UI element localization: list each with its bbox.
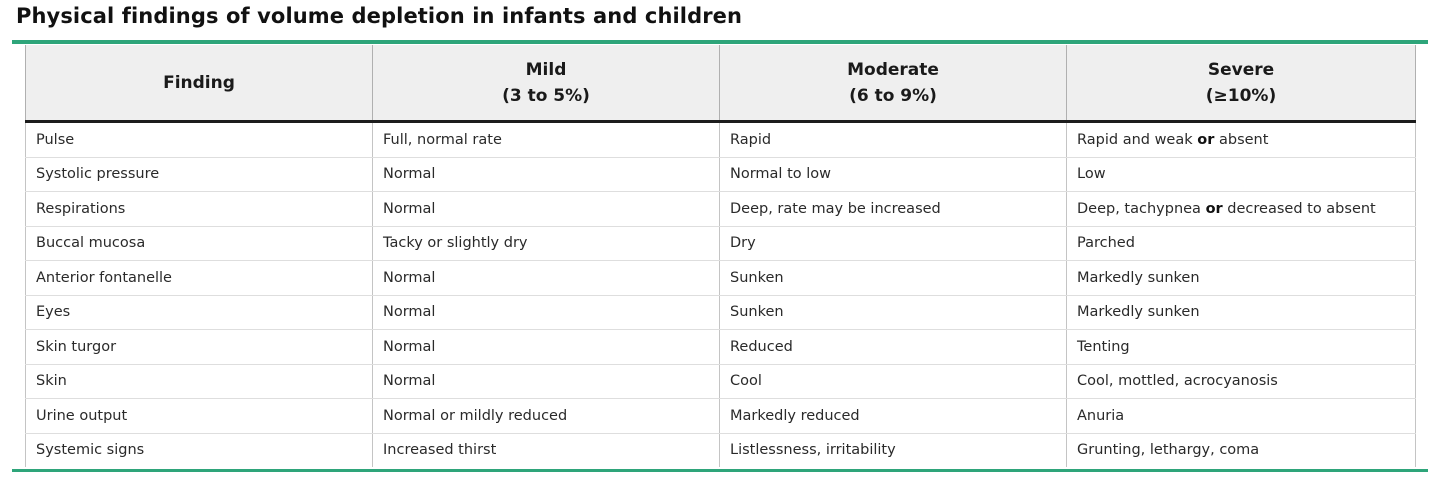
moderate-cell: Reduced (719, 329, 1067, 365)
column-header-label: Finding (163, 72, 235, 93)
mild-cell: Increased thirst (372, 433, 720, 467)
column-header-finding: Finding (25, 45, 373, 123)
finding-cell: Systolic pressure (25, 157, 373, 192)
severe-text-part: decreased to absent (1227, 200, 1376, 217)
mild-cell: Normal (372, 364, 720, 399)
column-header-range: (3 to 5%) (502, 85, 590, 106)
severe-cell: Cool, mottled, acrocyanosis (1066, 364, 1416, 399)
table-row: Skin turgor Normal Reduced Tenting (25, 329, 1416, 365)
moderate-cell: Rapid (719, 121, 1067, 158)
moderate-cell: Normal to low (719, 157, 1067, 192)
mild-cell: Normal (372, 157, 720, 192)
header-row: Finding Mild (3 to 5%) Moderate (6 to 9%… (25, 45, 1416, 123)
table-row: Skin Normal Cool Cool, mottled, acrocyanosi… (25, 364, 1416, 399)
moderate-cell: Sunken (719, 295, 1067, 330)
bottom-accent-rule (12, 469, 1428, 472)
mild-cell: Normal (372, 329, 720, 365)
moderate-cell: Listlessness, irritability (719, 433, 1067, 467)
volume-depletion-table: Finding Mild (3 to 5%) Moderate (6 to 9%… (25, 45, 1416, 467)
column-header-label: Mild (525, 59, 567, 80)
moderate-cell: Dry (719, 226, 1067, 261)
severe-cell: Parched (1066, 226, 1416, 261)
column-header-range: (≥10%) (1205, 85, 1277, 106)
finding-cell: Pulse (25, 121, 373, 158)
moderate-cell: Markedly reduced (719, 398, 1067, 434)
severe-cell: Markedly sunken (1066, 295, 1416, 330)
severe-cell: Low (1066, 157, 1416, 192)
severe-text-part: absent (1218, 131, 1269, 148)
table-row: Respirations Normal Deep, rate may be incr… (25, 191, 1416, 227)
column-header-severe: Severe (≥10%) (1066, 45, 1416, 123)
severe-cell: Deep, tachypnea or decreased to absent (1066, 191, 1416, 227)
table-row: Buccal mucosa Tacky or slightly dry Dry Par… (25, 226, 1416, 261)
severe-cell: Anuria (1066, 398, 1416, 434)
mild-cell: Normal (372, 191, 720, 227)
finding-cell: Skin turgor (25, 329, 373, 365)
severe-cell: Tenting (1066, 329, 1416, 365)
table-row: Anterior fontanelle Normal Sunken Markedly … (25, 260, 1416, 296)
severe-cell: Rapid and weak or absent (1066, 121, 1416, 158)
finding-cell: Eyes (25, 295, 373, 330)
table-row: Eyes Normal Sunken Markedly sunken (25, 295, 1416, 330)
mild-cell: Full, normal rate (372, 121, 720, 158)
mild-cell: Normal or mildly reduced (372, 398, 720, 434)
conjunction-or: or (1205, 200, 1223, 217)
mild-cell: Tacky or slightly dry (372, 226, 720, 261)
table-row: Systolic pressure Normal Normal to low Low (25, 157, 1416, 192)
table-row: Urine output Normal or mildly reduced Mark… (25, 398, 1416, 434)
severe-cell: Markedly sunken (1066, 260, 1416, 296)
table-row: Systemic signs Increased thirst Listlessne… (25, 433, 1416, 467)
finding-cell: Skin (25, 364, 373, 399)
mild-cell: Normal (372, 295, 720, 330)
finding-cell: Anterior fontanelle (25, 260, 373, 296)
moderate-cell: Sunken (719, 260, 1067, 296)
top-accent-rule (12, 40, 1428, 44)
finding-cell: Buccal mucosa (25, 226, 373, 261)
table-title: Physical findings of volume depletion in… (16, 4, 743, 28)
mild-cell: Normal (372, 260, 720, 296)
table-row: Pulse Full, normal rate Rapid Rapid and wea… (25, 121, 1416, 158)
severe-cell: Grunting, lethargy, coma (1066, 433, 1416, 467)
severe-text-part: Deep, tachypnea (1077, 200, 1201, 217)
column-header-moderate: Moderate (6 to 9%) (719, 45, 1067, 123)
column-header-mild: Mild (3 to 5%) (372, 45, 720, 123)
finding-cell: Systemic signs (25, 433, 373, 467)
moderate-cell: Cool (719, 364, 1067, 399)
finding-cell: Urine output (25, 398, 373, 434)
column-header-label: Severe (1207, 59, 1275, 80)
finding-cell: Respirations (25, 191, 373, 227)
severe-text-part: Rapid and weak (1077, 131, 1193, 148)
moderate-cell: Deep, rate may be increased (719, 191, 1067, 227)
column-header-label: Moderate (847, 59, 939, 80)
conjunction-or: or (1197, 131, 1215, 148)
column-header-range: (6 to 9%) (849, 85, 937, 106)
